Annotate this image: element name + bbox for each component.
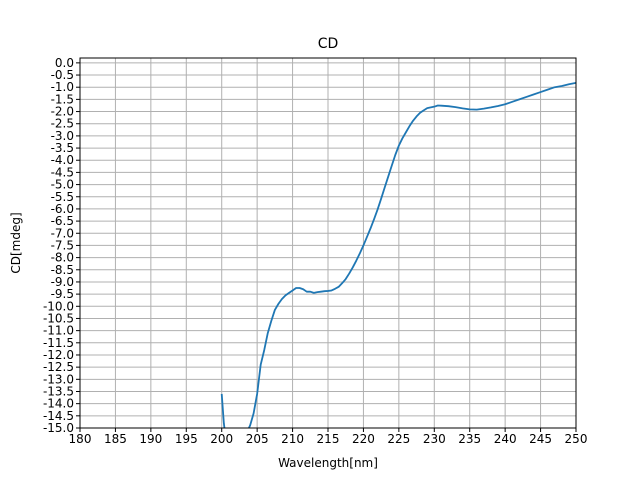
x-tick-label: 250 bbox=[565, 432, 588, 446]
y-tick-label: -7.5 bbox=[51, 238, 74, 252]
y-tick-label: -11.5 bbox=[43, 336, 74, 350]
x-tick-label: 230 bbox=[423, 432, 446, 446]
cd-series-line bbox=[220, 81, 576, 428]
x-tick-label: 225 bbox=[387, 432, 410, 446]
y-tick-label: -0.5 bbox=[51, 68, 74, 82]
x-tick-label: 240 bbox=[494, 432, 517, 446]
y-tick-label: -5.0 bbox=[51, 178, 74, 192]
x-tick-label: 220 bbox=[352, 432, 375, 446]
y-tick-label: -3.0 bbox=[51, 129, 74, 143]
y-axis: 0.0-0.5-1.0-1.5-2.0-2.5-3.0-3.5-4.0-4.5-… bbox=[43, 56, 80, 435]
y-tick-label: -1.0 bbox=[51, 80, 74, 94]
x-tick-label: 210 bbox=[281, 432, 304, 446]
plot-area bbox=[220, 81, 576, 428]
y-tick-label: -13.0 bbox=[43, 372, 74, 386]
y-tick-label: -15.0 bbox=[43, 421, 74, 435]
y-tick-label: -9.0 bbox=[51, 275, 74, 289]
x-tick-label: 180 bbox=[69, 432, 92, 446]
y-tick-label: -4.5 bbox=[51, 165, 74, 179]
y-tick-label: -8.0 bbox=[51, 251, 74, 265]
x-tick-label: 185 bbox=[104, 432, 127, 446]
y-tick-label: -14.0 bbox=[43, 397, 74, 411]
y-tick-label: 0.0 bbox=[55, 56, 74, 70]
y-tick-label: -1.5 bbox=[51, 92, 74, 106]
y-tick-label: -4.0 bbox=[51, 153, 74, 167]
y-axis-label: CD[mdeg] bbox=[9, 212, 23, 273]
y-tick-label: -12.0 bbox=[43, 348, 74, 362]
x-tick-label: 235 bbox=[458, 432, 481, 446]
y-tick-label: -10.5 bbox=[43, 311, 74, 325]
y-tick-label: -2.5 bbox=[51, 117, 74, 131]
x-tick-label: 215 bbox=[317, 432, 340, 446]
y-tick-label: -12.5 bbox=[43, 360, 74, 374]
x-tick-label: 195 bbox=[175, 432, 198, 446]
grid bbox=[79, 58, 577, 429]
x-axis-label: Wavelength[nm] bbox=[278, 456, 378, 470]
chart-title: CD bbox=[318, 36, 339, 52]
x-tick-label: 190 bbox=[139, 432, 162, 446]
x-tick-label: 205 bbox=[246, 432, 269, 446]
y-tick-label: -3.5 bbox=[51, 141, 74, 155]
x-axis: 180 185 190 195 200 205 210 215 220 225 230 235 240 2… bbox=[69, 428, 588, 446]
x-tick-label: 200 bbox=[210, 432, 233, 446]
x-tick-label: 245 bbox=[529, 432, 552, 446]
y-tick-label: -2.0 bbox=[51, 105, 74, 119]
y-tick-label: -11.0 bbox=[43, 324, 74, 338]
y-tick-label: -7.0 bbox=[51, 226, 74, 240]
y-tick-label: -6.0 bbox=[51, 202, 74, 216]
y-tick-label: -14.5 bbox=[43, 409, 74, 423]
y-tick-label: -5.5 bbox=[51, 190, 74, 204]
y-tick-label: -9.5 bbox=[51, 287, 74, 301]
y-tick-label: -13.5 bbox=[43, 384, 74, 398]
y-tick-label: -8.5 bbox=[51, 263, 74, 277]
y-tick-label: -10.0 bbox=[43, 299, 74, 313]
y-tick-label: -6.5 bbox=[51, 214, 74, 228]
